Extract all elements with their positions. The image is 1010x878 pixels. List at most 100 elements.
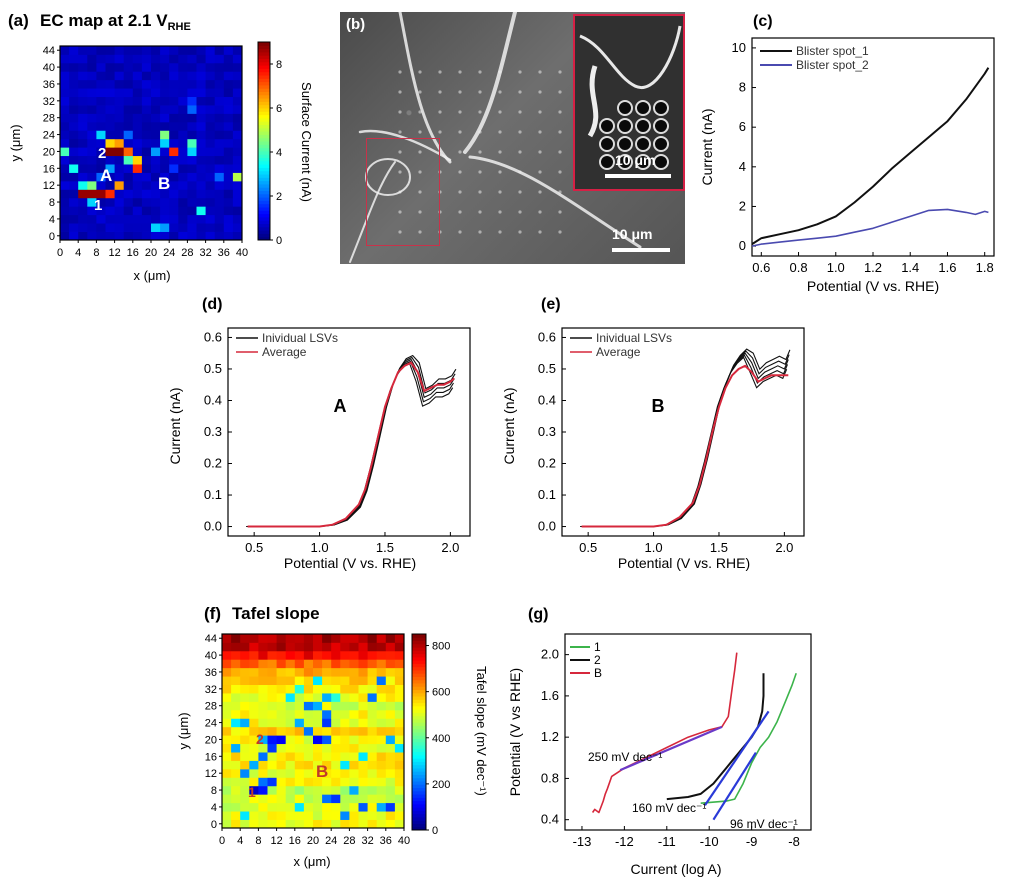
sem-region-box — [366, 138, 440, 246]
colorbar-step — [258, 207, 270, 211]
heatmap-cell — [205, 79, 216, 89]
heatmap-cell — [151, 105, 161, 114]
heatmap-cell — [87, 164, 97, 173]
heatmap-cell — [187, 223, 197, 232]
heatmap-cell — [294, 735, 305, 745]
heatmap-cell — [331, 701, 341, 711]
heatmap-cell — [349, 718, 359, 728]
colorbar-step — [412, 754, 426, 759]
heatmap-cell — [322, 811, 332, 820]
x-tick-label: 20 — [307, 835, 319, 847]
y-axis-label-f: y (μm) — [176, 712, 191, 749]
y-tick-label: 1.2 — [541, 729, 559, 744]
heatmap-cell — [123, 155, 134, 165]
colorbar-step — [412, 643, 426, 648]
heatmap-cell — [394, 718, 405, 728]
heatmap-cell — [160, 138, 170, 148]
heatmap-cell — [313, 709, 323, 719]
colorbar-step — [412, 771, 426, 775]
heatmap-cell — [322, 709, 332, 719]
heatmap-cell — [69, 206, 79, 216]
heatmap-cell — [367, 634, 378, 643]
heatmap-cell — [331, 642, 341, 652]
legend-label-g-1: 1 — [594, 640, 601, 654]
colorbar-step — [412, 679, 426, 684]
heatmap-cell — [132, 214, 143, 224]
heatmap-cell — [205, 88, 216, 98]
plot-e-frame — [561, 327, 805, 537]
colorbar-step — [258, 230, 270, 234]
y-tick-label: 0.6 — [204, 329, 222, 344]
heatmap-cell — [132, 46, 143, 55]
colorbar-step — [412, 712, 426, 717]
heatmap-cell — [358, 659, 368, 669]
heatmap-cell — [376, 642, 387, 652]
heatmap-cell — [367, 752, 378, 761]
heatmap-cell — [358, 684, 368, 694]
x-tick-label: 12 — [270, 835, 282, 847]
y-tick-label: 2.0 — [541, 647, 559, 662]
heatmap-cell — [69, 155, 79, 165]
heatmap-cell — [223, 54, 234, 64]
heatmap-cell — [349, 676, 359, 686]
heatmap-cell — [232, 138, 243, 148]
heatmap-cell — [214, 113, 225, 123]
heatmap-cell — [105, 54, 115, 64]
heatmap-cell — [258, 642, 268, 652]
heatmap-cell — [249, 760, 259, 770]
heatmap-cell — [267, 718, 277, 728]
heatmap-cell — [285, 777, 296, 787]
heatmap-cell — [340, 709, 350, 719]
x-tick-label: -8 — [788, 834, 800, 849]
heatmap-cell — [178, 172, 188, 182]
series-line-blister-spot-2 — [751, 208, 989, 247]
heatmap-cell — [340, 642, 350, 652]
colorbar-step — [258, 55, 270, 59]
heatmap-cell — [294, 659, 305, 669]
colorbar-tick-label: 800 — [432, 641, 450, 653]
heatmap-cell — [349, 768, 359, 778]
heatmap-cell — [141, 155, 152, 165]
colorbar-step — [412, 683, 426, 687]
heatmap-cell — [205, 206, 216, 216]
y-tick-label: 8 — [739, 80, 746, 95]
heatmap-cell — [358, 676, 368, 686]
heatmap-cell — [187, 79, 197, 89]
heatmap-ec-map — [60, 46, 243, 241]
heatmap-cell — [69, 197, 79, 207]
heatmap-cell — [69, 231, 79, 241]
heatmap-cell — [141, 138, 152, 148]
heatmap-cell — [367, 709, 378, 719]
colorbar-step — [258, 111, 270, 116]
x-tick-label: 36 — [218, 247, 230, 259]
heatmap-cell — [187, 113, 197, 123]
heatmap-cell — [214, 206, 225, 216]
heatmap-cell — [222, 794, 232, 804]
heatmap-cell — [232, 172, 243, 182]
heatmap-cell — [303, 785, 314, 795]
heatmap-cell — [249, 701, 259, 711]
y-tick-label: 0.6 — [538, 329, 556, 344]
heatmap-cell — [240, 701, 250, 711]
heatmap-cell — [376, 718, 387, 728]
heatmap-cell — [322, 760, 332, 770]
heatmap-cell — [258, 760, 268, 770]
heatmap-cell — [96, 96, 106, 106]
heatmap-cell — [132, 164, 143, 173]
heatmap-cell — [340, 752, 350, 761]
heatmap-cell — [313, 743, 323, 753]
panel-b-letter: (b) — [346, 16, 366, 33]
colorbar-step — [258, 81, 270, 86]
heatmap-cell — [385, 726, 396, 736]
heatmap-cell — [187, 172, 197, 182]
colorbar-step — [258, 91, 270, 96]
y-tick-label: 40 — [205, 650, 217, 662]
heatmap-cell — [313, 634, 323, 643]
heatmap-cell — [240, 693, 250, 702]
heatmap-cell — [196, 113, 206, 123]
heatmap-cell — [141, 71, 152, 81]
heatmap-cell — [376, 802, 387, 812]
heatmap-cell — [303, 794, 314, 804]
heatmap-cell — [151, 54, 161, 64]
heatmap-cell — [60, 79, 70, 89]
